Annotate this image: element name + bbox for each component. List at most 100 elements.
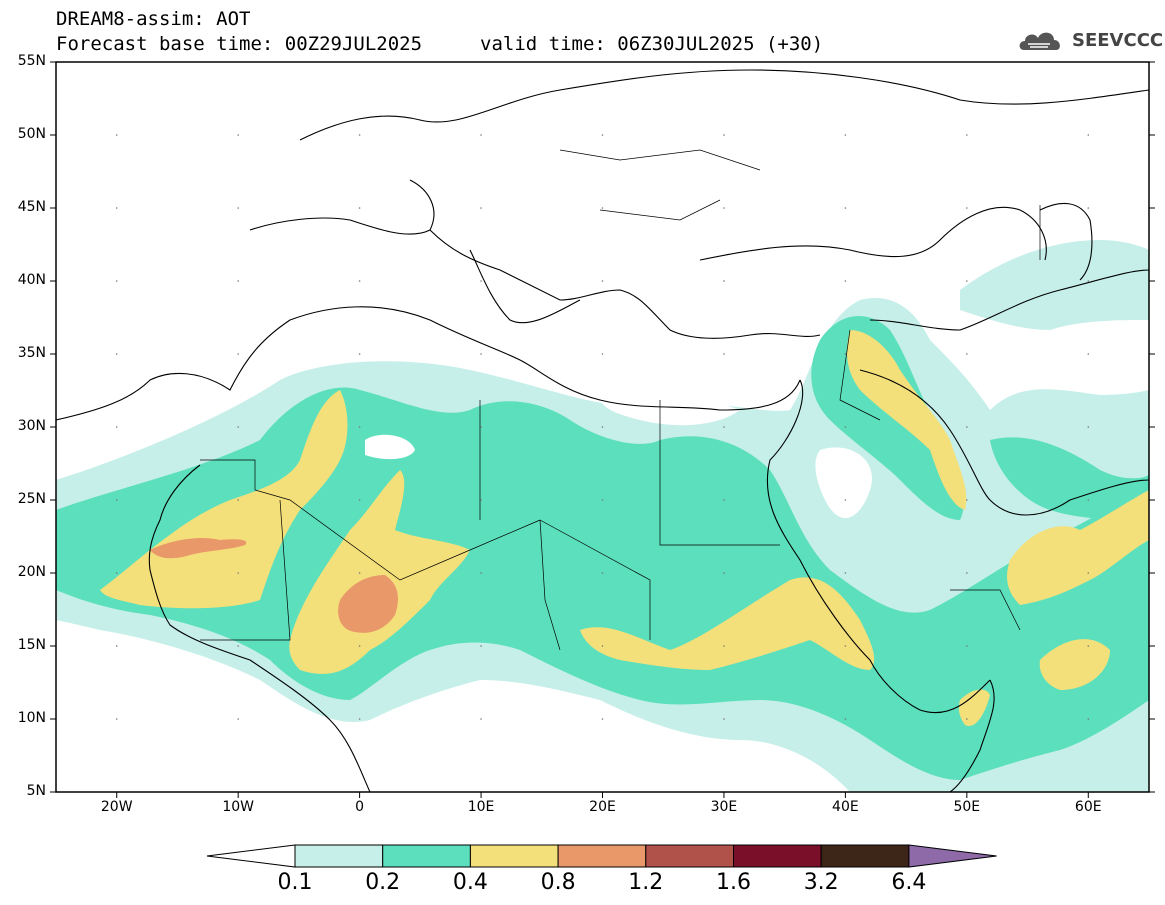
colorbar-level-label: 6.4 <box>891 870 927 895</box>
grid-dot <box>844 134 847 136</box>
grid-dot <box>358 207 361 209</box>
grid-dot <box>966 207 968 209</box>
grid-dot <box>844 718 847 720</box>
lon-label: 10E <box>467 799 495 815</box>
grid-dot <box>115 280 118 282</box>
lon-label: 40E <box>832 799 859 815</box>
latitude-ticks <box>50 61 1155 793</box>
grid-dot <box>115 572 118 574</box>
grid-dot <box>723 280 725 282</box>
grid-dot <box>844 426 847 428</box>
grid-dot <box>480 572 482 574</box>
grid-dot <box>358 572 361 574</box>
grid-dot <box>1087 499 1090 501</box>
lon-label: 10W <box>222 799 254 815</box>
title-line-1: DREAM8-assim: AOT <box>56 8 251 30</box>
grid-dot <box>601 426 604 428</box>
grid-dot <box>601 353 604 355</box>
grid-dot <box>844 280 847 282</box>
grid-dot <box>1087 426 1090 428</box>
grid-dot <box>237 134 239 136</box>
grid-dot <box>601 645 604 647</box>
grid-dot <box>480 499 482 501</box>
lon-label: 30E <box>710 799 738 815</box>
lat-label: 20N <box>17 564 46 580</box>
country-borders <box>200 149 1041 651</box>
grid-dot <box>115 645 118 647</box>
graticule-dots <box>115 134 1090 720</box>
grid-dot <box>723 572 725 574</box>
grid-dot <box>1087 280 1090 282</box>
lat-label: 35N <box>17 345 46 361</box>
grid-dot <box>966 134 968 136</box>
colorbar-box <box>382 844 471 868</box>
grid-dot <box>723 499 725 501</box>
lat-label: 55N <box>17 53 46 69</box>
grid-dot <box>237 353 239 355</box>
grid-dot <box>1087 572 1090 574</box>
lat-label: 45N <box>17 199 46 215</box>
grid-dot <box>115 426 118 428</box>
grid-dot <box>115 499 118 501</box>
grid-dot <box>966 280 968 282</box>
colorbar-box <box>557 844 647 868</box>
valid-time: valid time: 06Z30JUL2025 (+30) <box>480 33 824 55</box>
colorbar-level-label: 0.8 <box>540 870 576 895</box>
logo-text: SEEVCCC <box>1072 30 1164 51</box>
grid-dot <box>237 572 239 574</box>
grid-dot <box>480 718 482 720</box>
grid-dot <box>480 207 482 209</box>
grid-dot <box>358 499 361 501</box>
grid-dot <box>844 353 847 355</box>
colorbar-boxes <box>206 844 997 868</box>
grid-dot <box>115 134 118 136</box>
colorbar-level-label: 1.2 <box>628 870 664 895</box>
cloud-logo-icon <box>1019 32 1060 50</box>
grid-dot <box>723 645 725 647</box>
grid-dot <box>966 572 968 574</box>
colorbar-box <box>469 844 559 868</box>
grid-dot <box>358 718 361 720</box>
lat-label: 50N <box>17 126 46 142</box>
grid-dot <box>358 280 361 282</box>
lon-label: 50E <box>953 799 981 815</box>
aot-band-0-4 <box>100 330 1149 726</box>
grid-dot <box>237 426 239 428</box>
grid-dot <box>480 426 482 428</box>
grid-dot <box>601 499 604 501</box>
lat-label: 15N <box>17 637 46 653</box>
grid-dot <box>480 134 482 136</box>
grid-dot <box>966 718 968 720</box>
grid-dot <box>480 280 482 282</box>
grid-dot <box>237 645 239 647</box>
grid-dot <box>237 280 239 282</box>
colorbar-level-label: 0.2 <box>365 870 401 895</box>
grid-dot <box>480 353 482 355</box>
grid-dot <box>601 572 604 574</box>
colorbar-box <box>820 844 910 868</box>
grid-dot <box>966 353 968 355</box>
grid-dot <box>115 353 118 355</box>
grid-dot <box>723 718 725 720</box>
colorbar-level-label: 3.2 <box>803 870 839 895</box>
lat-label: 30N <box>17 418 46 434</box>
longitude-ticks <box>116 792 1089 798</box>
lat-label: 40N <box>17 272 46 288</box>
aot-field <box>56 240 1149 792</box>
grid-dot <box>358 645 361 647</box>
grid-dot <box>237 718 239 720</box>
colorbar-over-arrow <box>908 844 997 868</box>
grid-dot <box>237 499 239 501</box>
lon-label: 20W <box>100 799 133 815</box>
grid-dot <box>723 353 725 355</box>
grid-dot <box>966 426 968 428</box>
colorbar-box <box>294 844 384 868</box>
grid-dot <box>844 207 847 209</box>
grid-dot <box>601 280 604 282</box>
lon-label: 60E <box>1074 799 1102 815</box>
forecast-base-time: Forecast base time: 00Z29JUL2025 <box>56 33 423 55</box>
lon-label: 20E <box>589 799 616 815</box>
grid-dot <box>844 645 847 647</box>
grid-dot <box>844 499 847 501</box>
